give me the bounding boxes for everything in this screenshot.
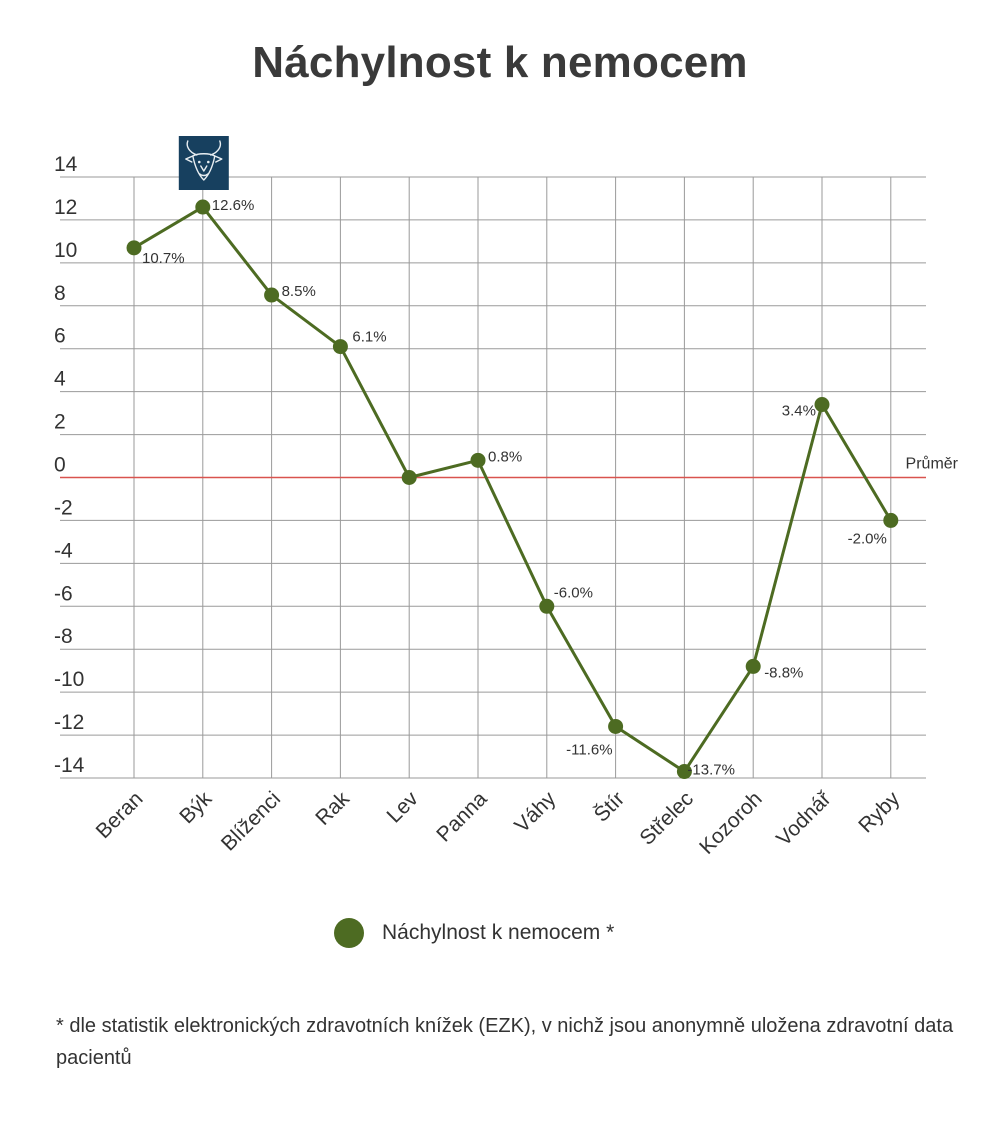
bull-icon (185, 140, 223, 181)
reference-line-label: Průměr (906, 455, 959, 473)
data-label: -8.8% (764, 664, 803, 681)
bull-horn-left (186, 140, 198, 156)
x-tick-label: Lev (383, 787, 424, 828)
data-label: 12.6% (212, 197, 255, 214)
y-tick-label: -12 (54, 711, 84, 734)
data-label: 3.4% (782, 403, 816, 420)
y-tick-label: -14 (54, 754, 85, 777)
x-tick-label: Kozoroh (695, 787, 767, 859)
data-point (264, 287, 280, 303)
x-tick-label: Váhy (510, 787, 560, 837)
x-tick-label: Střelec (635, 787, 697, 849)
data-point (195, 199, 211, 215)
y-tick-label: 6 (54, 325, 66, 348)
bull-nose (200, 165, 208, 172)
y-tick-label: -2 (54, 496, 73, 519)
data-point (745, 658, 761, 674)
data-points (126, 199, 899, 780)
x-tick-label: Ryby (854, 787, 904, 837)
series-polyline (133, 205, 893, 774)
bull-ear-right (214, 155, 223, 163)
y-tick-label: 8 (54, 282, 66, 305)
x-axis-tick-labels: Beran Býk Blíženci Rak Lev Panna Váhy Štír Střel… (92, 787, 905, 859)
x-tick-label: Štír (590, 787, 629, 826)
data-label: -6.0% (554, 584, 593, 601)
legend-label: Náchylnost k nemocem * (382, 921, 615, 944)
data-label: 6.1% (352, 329, 386, 346)
data-point (126, 240, 142, 256)
x-tick-label: Blíženci (217, 787, 285, 855)
data-point (608, 718, 624, 734)
data-label: 10.7% (142, 250, 185, 267)
data-label: -13.7% (687, 762, 735, 779)
y-tick-label: 4 (54, 368, 66, 391)
y-tick-label: 2 (54, 411, 66, 434)
data-point (401, 470, 417, 485)
data-point (883, 512, 899, 528)
legend: Náchylnost k nemocem * (334, 916, 614, 950)
data-label: -2.0% (848, 530, 887, 547)
y-tick-label: -4 (54, 539, 73, 562)
bull-horn-right (210, 140, 222, 156)
y-tick-label: -8 (54, 625, 73, 648)
badge-background (178, 136, 229, 190)
bull-head (192, 153, 216, 181)
x-tick-label: Rak (311, 787, 354, 830)
x-tick-label: Beran (92, 787, 148, 843)
y-tick-label: 12 (54, 196, 77, 219)
y-tick-label: 10 (54, 239, 77, 262)
y-tick-label: 14 (54, 153, 78, 176)
y-axis-tick-labels: 14 12 10 8 6 4 2 0 -2 -4 -6 -8 -10 -12 -14 (54, 153, 85, 777)
data-point (539, 598, 555, 614)
data-label: 8.5% (282, 283, 316, 300)
highlight-badge (178, 136, 229, 190)
bull-muzzle (199, 173, 209, 177)
data-point (470, 452, 486, 468)
y-tick-label: -10 (54, 668, 84, 691)
data-point (332, 339, 348, 355)
legend-swatch (334, 918, 364, 948)
bull-eye-left (198, 160, 201, 164)
average-reference-line-group: Průměr (60, 455, 959, 479)
line-chart: Průměr 14 12 10 8 6 4 2 0 -2 -4 -6 -8 -10 -12 -14 Bera… (54, 136, 959, 859)
chart-title: Náchylnost k nemocem (252, 38, 748, 87)
x-tick-label: Panna (432, 787, 491, 846)
x-tick-label: Býk (175, 787, 216, 828)
data-point (676, 764, 692, 780)
series-line (133, 205, 893, 774)
data-label: -11.6% (566, 741, 612, 758)
bull-ear-left (185, 155, 194, 163)
data-label: 0.8% (488, 448, 522, 465)
y-tick-label: 0 (54, 454, 66, 477)
data-labels: 10.7% 12.6% 8.5% 6.1% 0.8% -6.0% -11.6% -13.7% -… (142, 197, 887, 779)
data-point (814, 397, 830, 413)
x-tick-label: Vodnář (772, 787, 836, 851)
footnote: * dle statistik elektronických zdravotní… (56, 1015, 954, 1069)
bull-eye-right (207, 160, 210, 164)
y-tick-label: -6 (54, 582, 73, 605)
